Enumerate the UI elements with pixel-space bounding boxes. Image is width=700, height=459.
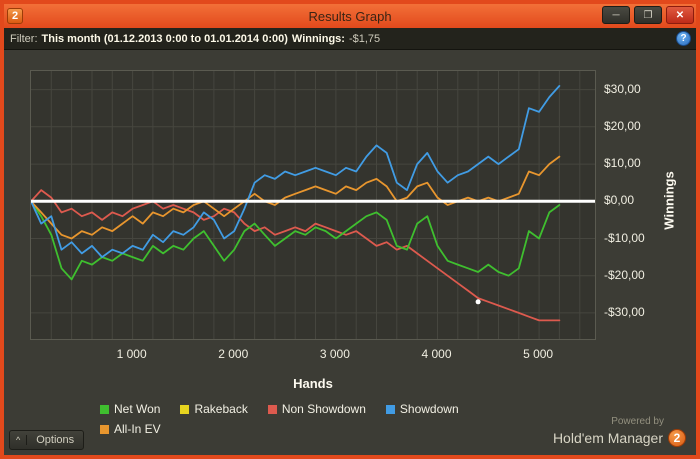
legend-swatch-icon bbox=[100, 404, 109, 414]
chevron-up-icon: ^ bbox=[10, 435, 28, 445]
legend-item-rakeback[interactable]: Rakeback bbox=[180, 402, 248, 416]
window-title: Results Graph bbox=[308, 8, 392, 24]
legend-item-non-showdown[interactable]: Non Showdown bbox=[267, 402, 366, 416]
legend-swatch-icon bbox=[385, 404, 395, 414]
y-tick-label: $30,00 bbox=[604, 81, 641, 96]
legend-swatch-icon bbox=[180, 404, 190, 414]
legend-label: Net Won bbox=[114, 402, 161, 416]
y-axis-label: Winnings bbox=[661, 171, 677, 230]
maximize-button[interactable]: ❐ bbox=[634, 6, 662, 24]
y-tick-label: -$10,00 bbox=[604, 230, 645, 245]
results-chart-plot[interactable] bbox=[30, 70, 596, 340]
legend-label: Showdown bbox=[399, 402, 459, 416]
x-tick-label: 4 000 bbox=[421, 347, 452, 361]
chart-region: $30,00 $20,00 $10,00 $0,00 -$10,00 -$20,00 -$3… bbox=[4, 50, 696, 455]
titlebar[interactable]: 2 Results Graph ─ ❐ ✕ bbox=[4, 4, 696, 28]
results-chart-svg bbox=[30, 71, 595, 339]
legend-swatch-icon bbox=[100, 424, 109, 434]
hover-point bbox=[475, 299, 481, 305]
app-icon: 2 bbox=[7, 8, 23, 24]
minimize-button[interactable]: ─ bbox=[602, 6, 630, 24]
legend-label: Non Showdown bbox=[281, 402, 366, 416]
brand-name: Hold'em Manager bbox=[552, 430, 663, 446]
legend-label: All-In EV bbox=[114, 422, 161, 436]
series-all-in-ev bbox=[30, 155, 561, 240]
x-tick-label: 3 000 bbox=[319, 347, 350, 361]
legend-swatch-icon bbox=[267, 404, 277, 414]
chart-legend: Net Won Rakeback Non Showdown Showdown All-I… bbox=[100, 402, 532, 436]
y-tick-label: $0,00 bbox=[604, 193, 635, 208]
legend-item-net-won[interactable]: Net Won bbox=[100, 402, 160, 416]
options-label: Options bbox=[36, 434, 75, 446]
series-non-showdown bbox=[30, 189, 561, 322]
y-tick-label: $10,00 bbox=[604, 156, 641, 171]
x-axis-label: Hands bbox=[293, 376, 333, 391]
winnings-value: -$1,75 bbox=[348, 32, 381, 45]
y-tick-label: -$20,00 bbox=[604, 267, 645, 282]
options-button[interactable]: ^ Options bbox=[9, 430, 85, 450]
x-tick-label: 5 000 bbox=[523, 347, 554, 361]
legend-item-showdown[interactable]: Showdown bbox=[385, 402, 459, 416]
series-showdown bbox=[30, 84, 561, 259]
series-net-won bbox=[30, 200, 561, 281]
filter-label: Filter: bbox=[10, 32, 38, 45]
close-button[interactable]: ✕ bbox=[666, 6, 694, 24]
x-tick-label: 2 000 bbox=[218, 347, 249, 361]
powered-by-block: Powered by Hold'em Manager 2 bbox=[553, 416, 686, 447]
x-tick-label: 1 000 bbox=[116, 347, 147, 361]
y-tick-label: $20,00 bbox=[604, 118, 641, 133]
legend-item-all-in-ev[interactable]: All-In EV bbox=[100, 422, 161, 436]
y-tick-label: -$30,00 bbox=[604, 304, 645, 319]
help-icon[interactable]: ? bbox=[676, 31, 691, 46]
filter-bar: Filter: This month (01.12.2013 0:00 to 0… bbox=[4, 28, 696, 50]
filter-range: This month (01.12.2013 0:00 to 01.01.201… bbox=[41, 32, 288, 45]
legend-label: Rakeback bbox=[194, 402, 248, 416]
hm2-logo-icon: 2 bbox=[668, 429, 686, 447]
powered-by-text: Powered by bbox=[611, 416, 664, 427]
winnings-label: Winnings: bbox=[291, 32, 345, 45]
